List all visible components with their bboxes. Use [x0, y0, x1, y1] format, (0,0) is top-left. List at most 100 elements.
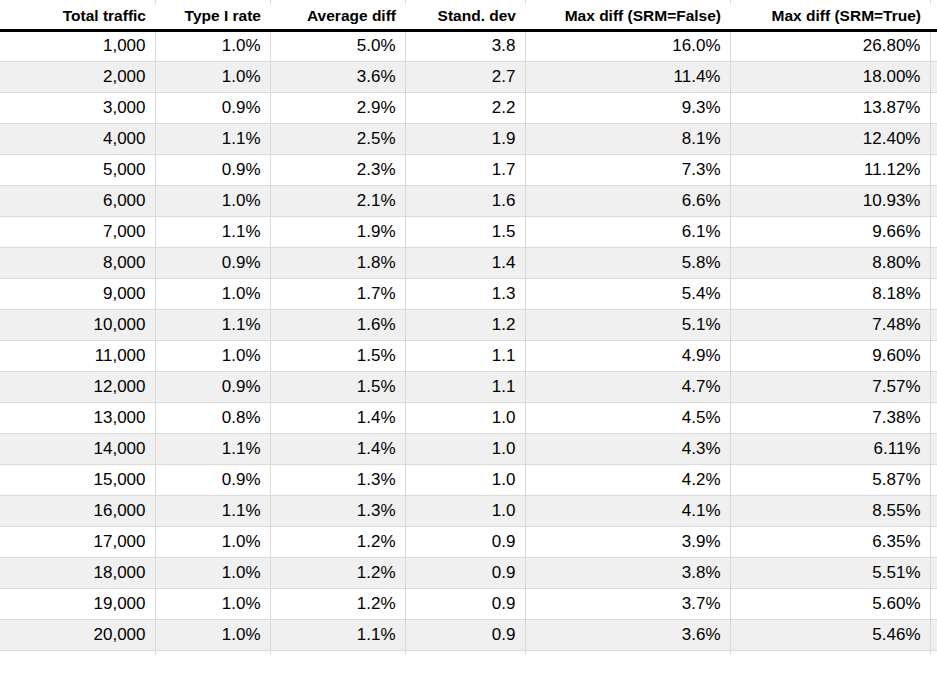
table-cell-sliver	[930, 495, 937, 526]
table-cell: 1.0	[405, 464, 525, 495]
table-cell: 3.7%	[525, 588, 730, 619]
table-row: 13,0000.8%1.4%1.04.5%7.38%	[0, 402, 937, 433]
header-row: Total trafficType I rateAverage diffStan…	[0, 4, 937, 30]
bottom-gridline-sliver	[0, 650, 937, 654]
table-cell: 4.1%	[525, 495, 730, 526]
table-cell: 1.3	[405, 278, 525, 309]
table-cell-sliver	[930, 61, 937, 92]
table-cell: 12.40%	[730, 123, 930, 154]
table-cell: 10,000	[0, 309, 155, 340]
table-cell: 5.1%	[525, 309, 730, 340]
table-cell: 5.8%	[525, 247, 730, 278]
table-cell: 1.3%	[270, 464, 405, 495]
table-cell-sliver	[930, 464, 937, 495]
table-cell: 1.2%	[270, 557, 405, 588]
table-cell: 1.1	[405, 340, 525, 371]
table-cell: 6,000	[0, 185, 155, 216]
table-cell: 4.7%	[525, 371, 730, 402]
table-cell: 11.4%	[525, 61, 730, 92]
gridline-sliver-cell	[930, 650, 937, 654]
table-cell: 1.1%	[155, 123, 270, 154]
table-cell: 1.5	[405, 216, 525, 247]
gridline-sliver-cell	[405, 650, 525, 654]
table-cell: 1.1%	[270, 619, 405, 650]
table-cell: 15,000	[0, 464, 155, 495]
table-row: 15,0000.9%1.3%1.04.2%5.87%	[0, 464, 937, 495]
table-cell: 3,000	[0, 92, 155, 123]
table-cell: 0.9	[405, 557, 525, 588]
table-cell: 11,000	[0, 340, 155, 371]
table-cell: 7.38%	[730, 402, 930, 433]
table-cell: 1.0	[405, 495, 525, 526]
table-cell: 0.9	[405, 588, 525, 619]
table-cell-sliver	[930, 588, 937, 619]
table-cell: 1,000	[0, 30, 155, 61]
table-cell: 16,000	[0, 495, 155, 526]
table-cell: 4,000	[0, 123, 155, 154]
table-row: 9,0001.0%1.7%1.35.4%8.18%	[0, 278, 937, 309]
table-cell: 0.9%	[155, 464, 270, 495]
table-cell: 3.6%	[525, 619, 730, 650]
table-cell: 2.7	[405, 61, 525, 92]
table-cell: 5.51%	[730, 557, 930, 588]
table-cell: 1.5%	[270, 371, 405, 402]
table-cell: 1.1%	[155, 495, 270, 526]
gridline-sliver-cell	[525, 650, 730, 654]
table-cell-sliver	[930, 433, 937, 464]
table-cell: 7.48%	[730, 309, 930, 340]
table-cell: 1.1	[405, 371, 525, 402]
table-cell: 1.0%	[155, 185, 270, 216]
table-cell: 0.9%	[155, 92, 270, 123]
table-cell: 1.0%	[155, 278, 270, 309]
table-cell: 6.1%	[525, 216, 730, 247]
table-cell: 6.35%	[730, 526, 930, 557]
table-cell: 2.5%	[270, 123, 405, 154]
table-cell: 4.9%	[525, 340, 730, 371]
table-cell-sliver	[930, 309, 937, 340]
gridline-sliver-cell	[730, 650, 930, 654]
table-row: 4,0001.1%2.5%1.98.1%12.40%	[0, 123, 937, 154]
table-cell-sliver	[930, 30, 937, 61]
table-cell: 1.0%	[155, 30, 270, 61]
gridline-sliver-cell	[155, 650, 270, 654]
table-cell: 1.2	[405, 309, 525, 340]
table-cell: 1.0%	[155, 619, 270, 650]
table-cell: 5,000	[0, 154, 155, 185]
table-cell: 1.5%	[270, 340, 405, 371]
table-cell-sliver	[930, 526, 937, 557]
table-cell: 1.1%	[155, 309, 270, 340]
table-cell: 8,000	[0, 247, 155, 278]
table-cell: 5.0%	[270, 30, 405, 61]
table-cell: 20,000	[0, 619, 155, 650]
table-cell: 1.3%	[270, 495, 405, 526]
table-cell: 4.5%	[525, 402, 730, 433]
table-cell: 9.60%	[730, 340, 930, 371]
table-cell: 1.0%	[155, 526, 270, 557]
table-row: 12,0000.9%1.5%1.14.7%7.57%	[0, 371, 937, 402]
srm-results-table: Total trafficType I rateAverage diffStan…	[0, 0, 937, 654]
table-cell: 10.93%	[730, 185, 930, 216]
table-cell: 18.00%	[730, 61, 930, 92]
table-row: 18,0001.0%1.2%0.93.8%5.51%	[0, 557, 937, 588]
table-cell: 2.2	[405, 92, 525, 123]
table-cell: 1.9%	[270, 216, 405, 247]
table-row: 3,0000.9%2.9%2.29.3%13.87%	[0, 92, 937, 123]
table-cell: 5.60%	[730, 588, 930, 619]
table-cell: 12,000	[0, 371, 155, 402]
column-header: Average diff	[270, 4, 405, 30]
table-cell: 9.3%	[525, 92, 730, 123]
table-cell: 1.4%	[270, 402, 405, 433]
table-cell: 9.66%	[730, 216, 930, 247]
table-cell: 1.0%	[155, 340, 270, 371]
table-cell: 6.11%	[730, 433, 930, 464]
table-cell: 2.3%	[270, 154, 405, 185]
table-cell: 1.1%	[155, 216, 270, 247]
table-cell: 1.4%	[270, 433, 405, 464]
table-cell: 1.2%	[270, 526, 405, 557]
column-header: Type I rate	[155, 4, 270, 30]
table-cell: 7.3%	[525, 154, 730, 185]
table-body: 1,0001.0%5.0%3.816.0%26.80%2,0001.0%3.6%…	[0, 30, 937, 650]
table-cell: 7,000	[0, 216, 155, 247]
table-cell: 0.9%	[155, 371, 270, 402]
table-cell: 13,000	[0, 402, 155, 433]
